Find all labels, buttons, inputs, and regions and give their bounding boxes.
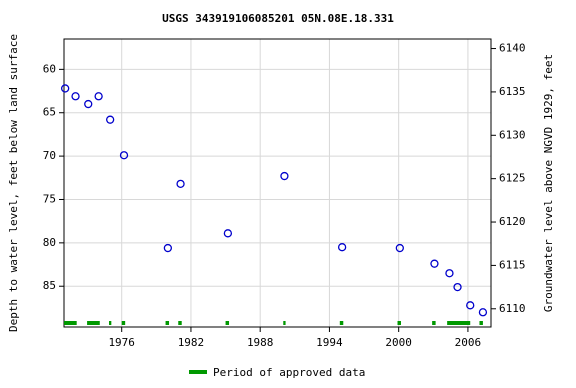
approved-period xyxy=(283,321,286,325)
approved-period xyxy=(225,321,230,325)
y2-tick-label: 6140 xyxy=(499,42,526,55)
legend-label: Period of approved data xyxy=(213,366,365,379)
x-tick-label: 2006 xyxy=(455,336,482,349)
plot-frame xyxy=(63,38,492,328)
approved-period xyxy=(479,321,483,325)
approved-period xyxy=(165,321,170,325)
chart-title: USGS 343919106085201 05N.08E.18.331 xyxy=(162,12,394,25)
approved-period xyxy=(121,321,126,325)
approved-period xyxy=(397,321,401,325)
data-point xyxy=(163,243,173,253)
y-tick-label: 75 xyxy=(43,192,56,205)
x-tick-label: 1982 xyxy=(178,336,205,349)
y2-tick-label: 6125 xyxy=(499,172,526,185)
y-tick-label: 80 xyxy=(43,236,56,249)
data-point xyxy=(453,282,462,292)
data-point xyxy=(106,115,115,124)
data-point xyxy=(176,179,185,189)
data-point xyxy=(94,92,103,101)
y2-tick-label: 6130 xyxy=(499,128,526,141)
y2-tick-label: 6110 xyxy=(499,302,526,315)
data-point xyxy=(223,229,233,238)
data-point xyxy=(280,171,289,181)
y-tick-label: 70 xyxy=(43,149,56,162)
y2-tick-label: 6120 xyxy=(499,215,526,228)
approved-period xyxy=(109,321,112,325)
data-point xyxy=(84,99,93,109)
y-axis-label: Depth to water level, feet below land su… xyxy=(7,34,20,332)
data-point xyxy=(395,243,404,253)
data-point xyxy=(478,308,488,317)
y2-tick-label: 6115 xyxy=(499,258,526,271)
x-tick-label: 1976 xyxy=(108,336,135,349)
y2-axis-label: Groundwater level above NGVD 1929, feet xyxy=(542,54,555,312)
x-tick-label: 1994 xyxy=(316,336,343,349)
approved-period xyxy=(339,321,344,325)
data-point xyxy=(61,84,70,93)
approved-period xyxy=(178,321,182,325)
y-tick-label: 85 xyxy=(43,279,56,292)
x-tick-label: 2000 xyxy=(385,336,412,349)
y-tick-label: 65 xyxy=(43,106,56,119)
data-point xyxy=(466,301,475,310)
data-point xyxy=(445,269,454,278)
approved-period xyxy=(432,321,436,325)
data-point xyxy=(119,151,129,160)
x-tick-label: 1988 xyxy=(247,336,274,349)
approved-period xyxy=(87,321,100,325)
data-point xyxy=(71,92,80,101)
data-point xyxy=(430,259,439,268)
approved-period xyxy=(447,321,471,325)
approved-period xyxy=(64,321,77,325)
y2-tick-label: 6135 xyxy=(499,85,526,98)
data-point xyxy=(337,243,347,252)
y-tick-label: 60 xyxy=(43,62,56,75)
